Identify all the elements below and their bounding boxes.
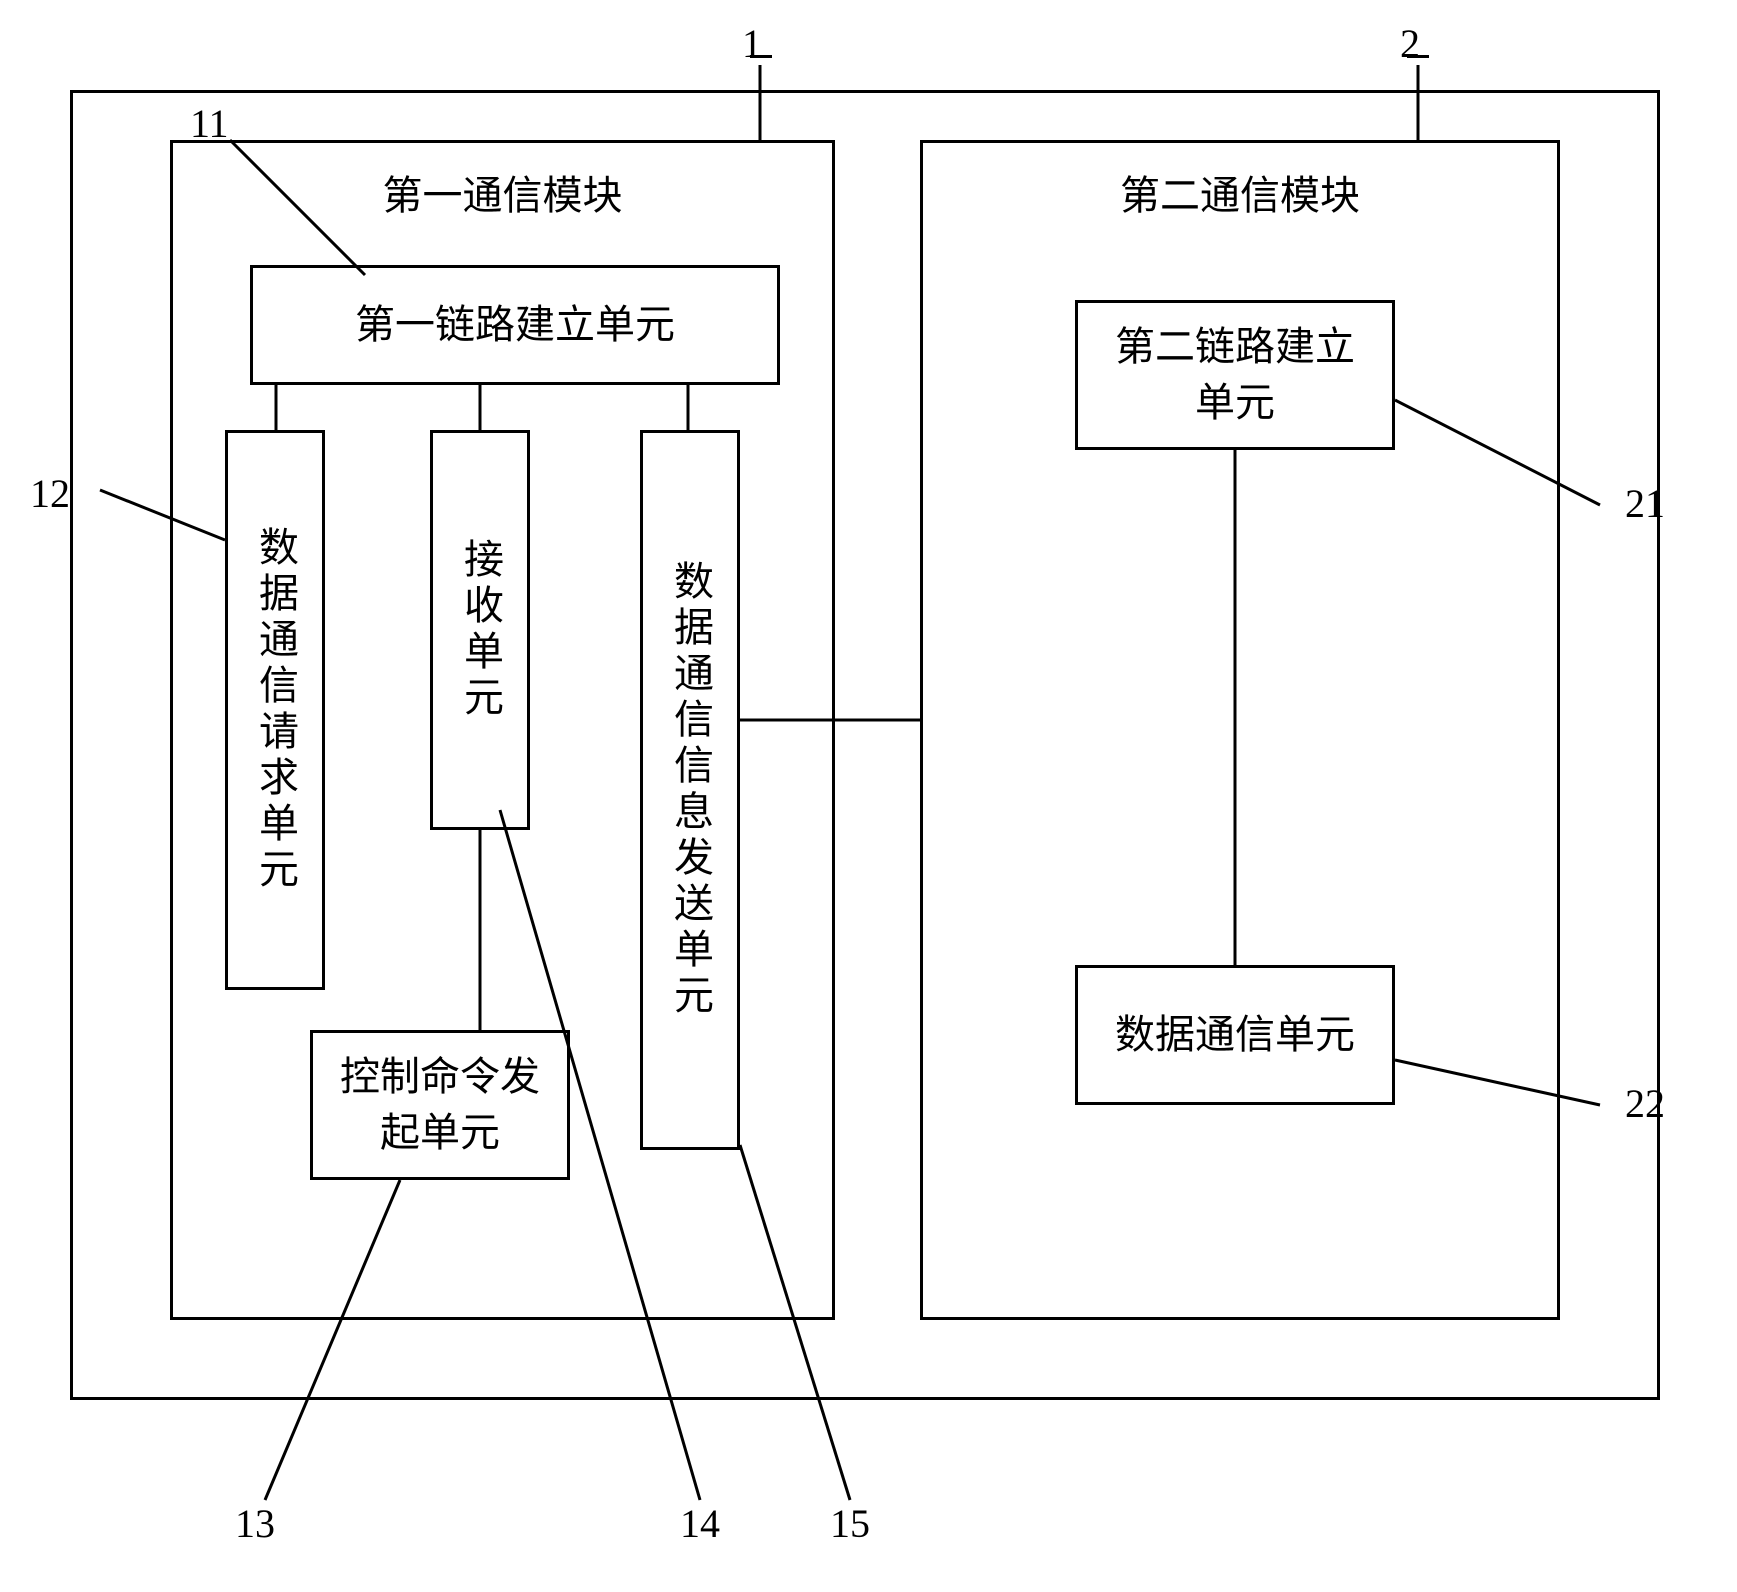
unit-14: 接收单元 [430,430,530,830]
ref-21: 21 [1625,480,1665,527]
tick-1 [750,55,772,58]
unit-15: 数据通信信息发送单元 [640,430,740,1150]
unit-22: 数据通信单元 [1075,965,1395,1105]
ref-1: 1 [742,20,762,67]
module-1-title: 第一通信模块 [173,143,832,221]
unit-13-label: 控制命令发起单元 [313,1033,567,1177]
unit-12-label: 数据通信请求单元 [228,433,322,987]
tick-2 [1407,55,1429,58]
unit-13: 控制命令发起单元 [310,1030,570,1180]
ref-22: 22 [1625,1080,1665,1127]
block-diagram: 第一通信模块 第一链路建立单元 数据通信请求单元 接收单元 数据通信信息发送单元… [0,0,1737,1592]
unit-12: 数据通信请求单元 [225,430,325,990]
ref-2: 2 [1400,20,1420,67]
ref-11: 11 [190,100,229,147]
ref-14: 14 [680,1500,720,1547]
unit-21: 第二链路建立单元 [1075,300,1395,450]
ref-15: 15 [830,1500,870,1547]
ref-12: 12 [30,470,70,517]
module-2-title: 第二通信模块 [923,143,1557,221]
unit-21-label: 第二链路建立单元 [1078,303,1392,447]
unit-15-label: 数据通信信息发送单元 [643,433,737,1147]
unit-11: 第一链路建立单元 [250,265,780,385]
ref-13: 13 [235,1500,275,1547]
unit-11-label: 第一链路建立单元 [253,268,777,382]
unit-22-label: 数据通信单元 [1078,968,1392,1102]
unit-14-label: 接收单元 [433,433,527,827]
